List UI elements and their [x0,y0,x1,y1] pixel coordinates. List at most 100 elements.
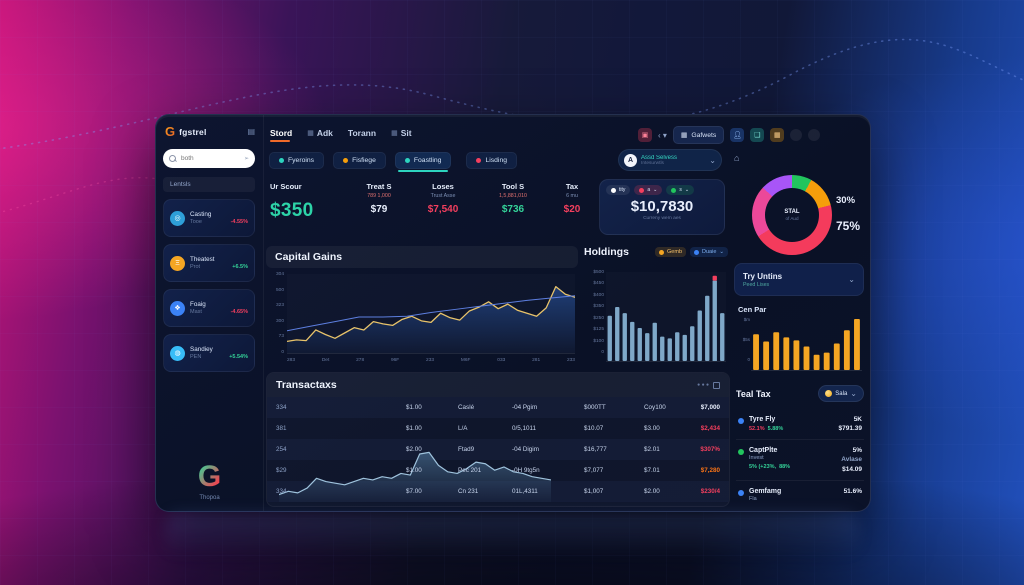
tab-fisfiege[interactable]: Fisfiege [333,152,386,169]
stat-ur-scour: Ur Scour $350 [270,182,342,222]
list-item-tyre-fly[interactable]: Tyre Fly 52.1% 5.88% 5K $791.39 [736,409,864,439]
table-row[interactable]: 334 $7.00 Cn 231 01L,4311 $1,007 $2.00 $230/4 [267,481,729,502]
asset-change: +5.54% [229,354,248,360]
stat-treat-s: Treat S 789 1,000 $79 [346,182,412,215]
nav-item-torann[interactable]: Torann [348,128,376,141]
item-name: CaptPlte Invest [749,447,836,461]
asset-name: Casting [190,211,212,218]
summary-chip-2[interactable]: a ⌄ [634,185,663,195]
user-icon[interactable]: 👤︎ [730,128,745,142]
holdings-filter-blue[interactable]: Duaie ⌄ [690,247,728,257]
brand-logo-icon: G [165,124,176,139]
holdings-y-axis: $500 $450 $400 $350 $250 $125 $100 0 [586,270,604,355]
item-value: 5K [853,416,862,423]
tab-fyeroins[interactable]: Fyeroins [269,152,325,169]
x-tick: 283 [287,358,296,363]
summary-chip-3[interactable]: s ⌄ [666,185,695,195]
tab-foastling[interactable]: Foastling [394,152,452,172]
item-value: Avlase [841,456,862,464]
stat-subvalue: 1,5,881,010 [499,193,527,199]
search-icon [169,155,176,162]
y-tick: 73 [278,334,284,340]
stat-value: $350 [270,200,314,221]
table-row[interactable]: 254 $2.00 Ftad9 -04 Digim $16,777 $2.01 $307% [267,439,729,460]
list-item-captplte[interactable]: CaptPlte Invest 5% (+23%, 88% 5% Avlase $14.09 [736,439,864,479]
tax-currency-selector[interactable]: Sala ⌄ [818,385,864,402]
cell: $7,077 [584,467,604,474]
collapse-icon[interactable]: ‹ ▾ [658,130,667,140]
chat-icon[interactable]: ❑ [750,128,765,142]
cell: $7.00 [406,488,422,495]
asset-card-casting[interactable]: ◎ Casting Tooe -4.55% [163,199,255,237]
avatar: A [624,153,637,167]
asset-name: Foaig [190,301,206,308]
notifications-icon[interactable] [790,129,803,141]
try-options-card[interactable]: Try Untins Peed Lises ⌄ [734,263,864,296]
lock-icon[interactable] [808,129,821,141]
grid-icon: ▦ [680,132,688,139]
dot-icon [738,489,744,496]
nav-item-adk[interactable]: ▦ Adk [307,128,333,141]
sidebar-section-label[interactable]: Lentsls [163,177,255,192]
chevron-down-icon: ⌄ [684,187,690,193]
y-tick: $100 [593,338,604,344]
cell: -04 Pgim [512,404,538,411]
chevron-down-icon: ⌄ [653,187,658,193]
stat-loses: Loses Trust Asse $7,540 [414,182,472,215]
cell: $000TT [584,404,606,411]
coin-icon [659,249,665,255]
item-values: 5% Avlase $14.09 [841,447,862,472]
cell: 381 [276,425,287,432]
brand: G fgstrel ▤ [165,124,255,139]
list-item-gemfamg[interactable]: Gemfamg Fla 51.6% [736,479,864,509]
search-bar[interactable]: ➢ [163,149,255,168]
summary-chip-1[interactable]: tity [606,185,631,195]
coin-icon: Ξ [170,255,185,271]
x-tick: 278 [356,358,365,363]
donut-center-title: STAL [784,209,800,215]
asset-change: -4.65% [230,309,248,315]
tax-panel-title: Teal Tax [736,388,771,399]
item-subname: Invest [749,455,764,462]
alert-icon[interactable]: ▣ [638,128,652,142]
main-nav: Stord ▦ Adk Torann ▦ Sit [270,128,412,142]
x-tick: 233 [566,358,575,363]
cell: $3.00 [644,425,660,432]
y-tick: $350 [593,304,604,310]
total-balance-value: $10,7830 [630,198,694,215]
home-icon[interactable]: ⌂ [734,153,740,163]
asset-change: -4.55% [230,219,248,225]
stat-subvalue: Trust Asse [430,193,456,199]
item-values: 51.6% [844,488,862,495]
nav-item-stord[interactable]: Stord [270,128,292,142]
coin-icon: ❖ [170,300,185,316]
calendar-icon[interactable]: ▤ [247,127,255,136]
table-row[interactable]: 334 $1.00 Caslé -04 Pgim $000TT Coy100 $7,000 [267,397,729,418]
nav-item-label: Sit [400,128,412,138]
settings-button-label: Gafwets [691,131,717,139]
asset-card-foaig[interactable]: ❖ Foaig Mast -4.65% [163,289,255,327]
search-submit-icon[interactable]: ➢ [243,156,249,162]
pagination-dots[interactable]: ● ● ● [697,381,720,389]
holdings-filter-gold[interactable]: Gemb [655,247,687,257]
nav-item-sit[interactable]: ▦ Sit [391,128,412,141]
account-selector[interactable]: A Assd Selvess Intesurwtls ⌄ [618,149,722,171]
apps-icon[interactable]: ▦ [770,128,785,142]
stat-value: $79 [370,204,388,215]
search-input[interactable] [179,154,239,163]
asset-card-theatest[interactable]: Ξ Theatest Prot +6.5% [163,244,255,282]
y-tick: $500 [593,270,604,275]
tab-lisding[interactable]: Lisding [466,152,518,169]
table-row[interactable]: $29 $1.00 Pec 201 -0H 9tg5n $7,077 $7.01 $7,28… [267,460,729,481]
cell: $29 [276,467,287,474]
asset-name: Sandiey [190,346,213,353]
settings-button[interactable]: ▦ Gafwets [672,126,725,144]
asset-card-sandiey[interactable]: ◍ Sandiey PEN +5.54% [163,334,255,372]
stat-label: Treat S [366,182,392,191]
table-row[interactable]: 381 $1.00 L/A 0/5,1011 $10.07 $3.00 $2,434 [267,418,729,439]
item-value: $14.09 [842,465,862,473]
asset-subtitle: Tooe [190,219,202,225]
